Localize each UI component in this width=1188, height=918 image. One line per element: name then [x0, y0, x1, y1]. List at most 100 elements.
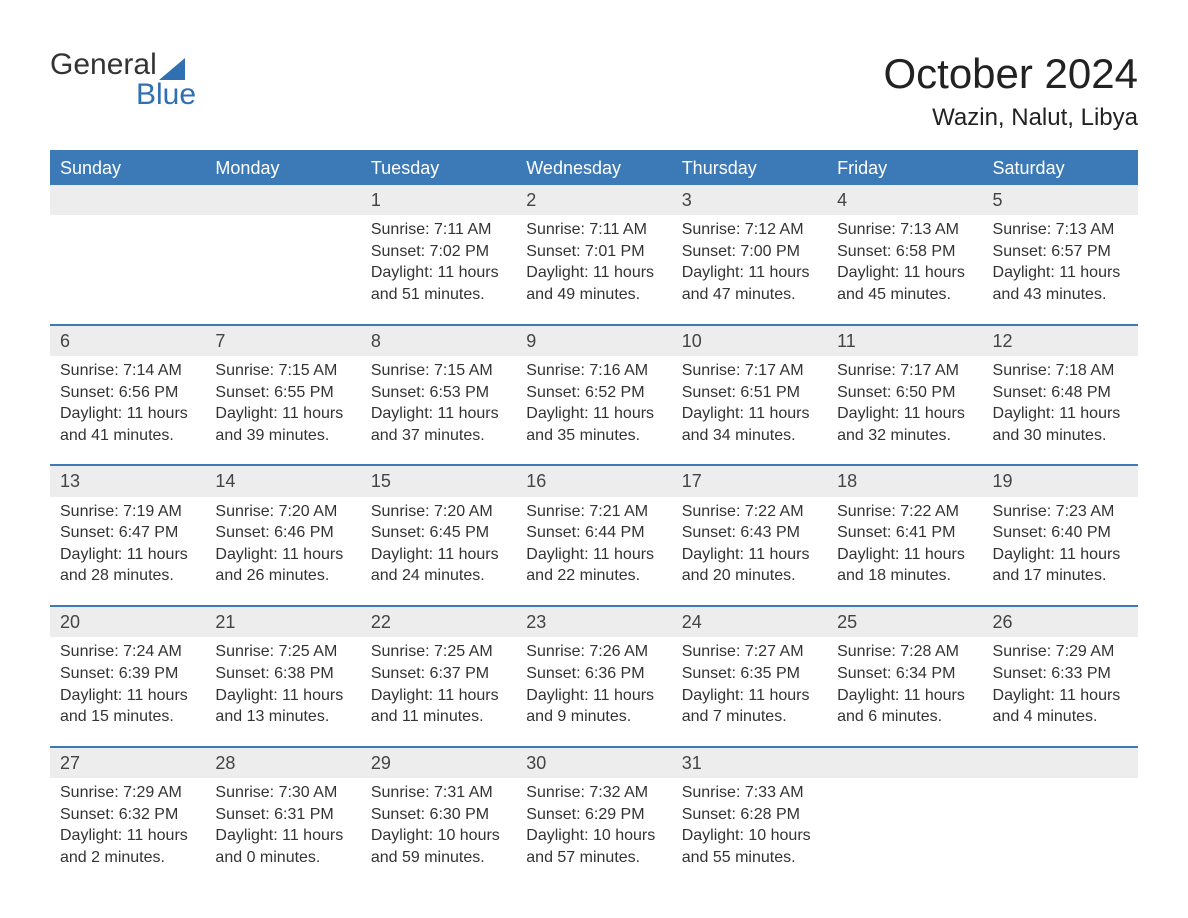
- day-sunrise: Sunrise: 7:19 AM: [60, 501, 195, 523]
- calendar-week-row: 27Sunrise: 7:29 AMSunset: 6:32 PMDayligh…: [50, 747, 1138, 887]
- calendar-page: General Blue October 2024 Wazin, Nalut, …: [0, 0, 1188, 916]
- day-cell: 20Sunrise: 7:24 AMSunset: 6:39 PMDayligh…: [50, 606, 205, 747]
- weekday-header: Thursday: [672, 151, 827, 185]
- day-number: 24: [672, 607, 827, 637]
- day-daylight2: and 7 minutes.: [682, 706, 817, 728]
- day-daylight2: and 28 minutes.: [60, 565, 195, 587]
- day-cell: 19Sunrise: 7:23 AMSunset: 6:40 PMDayligh…: [983, 465, 1138, 606]
- day-sunrise: Sunrise: 7:32 AM: [526, 782, 661, 804]
- weekday-header: Sunday: [50, 151, 205, 185]
- day-info: Sunrise: 7:11 AMSunset: 7:02 PMDaylight:…: [371, 219, 506, 305]
- day-sunset: Sunset: 6:40 PM: [993, 522, 1128, 544]
- day-daylight1: Daylight: 11 hours: [60, 544, 195, 566]
- day-sunset: Sunset: 6:37 PM: [371, 663, 506, 685]
- day-info: Sunrise: 7:24 AMSunset: 6:39 PMDaylight:…: [60, 641, 195, 727]
- day-daylight1: Daylight: 11 hours: [993, 262, 1128, 284]
- day-info: Sunrise: 7:13 AMSunset: 6:57 PMDaylight:…: [993, 219, 1128, 305]
- day-number: 13: [50, 466, 205, 496]
- day-cell: 21 Sunrise: 7:25 AMSunset: 6:38 PMDayligh…: [205, 606, 360, 747]
- day-daylight2: and 18 minutes.: [837, 565, 972, 587]
- day-sunrise: Sunrise: 7:25 AM: [371, 641, 506, 663]
- day-daylight2: and 4 minutes.: [993, 706, 1128, 728]
- day-daylight1: Daylight: 11 hours: [993, 403, 1128, 425]
- day-daylight1: Daylight: 11 hours: [60, 403, 195, 425]
- logo-triangle-icon: [159, 58, 185, 80]
- day-number: 27: [50, 748, 205, 778]
- day-info: Sunrise: 7:15 AMSunset: 6:53 PMDaylight:…: [371, 360, 506, 446]
- day-sunset: Sunset: 6:43 PM: [682, 522, 817, 544]
- calendar-week-row: 1Sunrise: 7:11 AMSunset: 7:02 PMDaylight…: [50, 185, 1138, 325]
- day-sunrise: Sunrise: 7:30 AM: [215, 782, 350, 804]
- day-info: Sunrise: 7:23 AMSunset: 6:40 PMDaylight:…: [993, 501, 1128, 587]
- day-sunset: Sunset: 6:53 PM: [371, 382, 506, 404]
- day-sunrise: Sunrise: 7:29 AM: [993, 641, 1128, 663]
- logo: General Blue: [50, 50, 196, 110]
- day-daylight1: Daylight: 10 hours: [371, 825, 506, 847]
- day-number: 4: [827, 185, 982, 215]
- day-daylight2: and 11 minutes.: [371, 706, 506, 728]
- day-daylight1: Daylight: 11 hours: [215, 403, 350, 425]
- day-sunrise: Sunrise: 7:15 AM: [371, 360, 506, 382]
- day-number: 25: [827, 607, 982, 637]
- day-sunset: Sunset: 6:44 PM: [526, 522, 661, 544]
- day-number: 9: [516, 326, 671, 356]
- day-sunrise: Sunrise: 7:13 AM: [837, 219, 972, 241]
- day-info: Sunrise: 7:19 AMSunset: 6:47 PMDaylight:…: [60, 501, 195, 587]
- day-daylight2: and 45 minutes.: [837, 284, 972, 306]
- day-daylight2: and 20 minutes.: [682, 565, 817, 587]
- day-sunset: Sunset: 6:41 PM: [837, 522, 972, 544]
- day-sunset: Sunset: 6:30 PM: [371, 804, 506, 826]
- day-daylight1: Daylight: 11 hours: [837, 403, 972, 425]
- day-daylight1: Daylight: 11 hours: [526, 262, 661, 284]
- day-daylight2: and 24 minutes.: [371, 565, 506, 587]
- day-cell: 4Sunrise: 7:13 AMSunset: 6:58 PMDaylight…: [827, 185, 982, 325]
- day-sunset: Sunset: 6:35 PM: [682, 663, 817, 685]
- day-daylight1: Daylight: 11 hours: [993, 685, 1128, 707]
- day-cell: 11Sunrise: 7:17 AMSunset: 6:50 PMDayligh…: [827, 325, 982, 466]
- day-daylight1: Daylight: 11 hours: [682, 262, 817, 284]
- day-daylight2: and 43 minutes.: [993, 284, 1128, 306]
- day-daylight2: and 32 minutes.: [837, 425, 972, 447]
- day-daylight1: Daylight: 11 hours: [526, 544, 661, 566]
- day-number: 29: [361, 748, 516, 778]
- day-sunset: Sunset: 6:52 PM: [526, 382, 661, 404]
- day-sunrise: Sunrise: 7:22 AM: [682, 501, 817, 523]
- day-sunrise: Sunrise: 7:29 AM: [60, 782, 195, 804]
- day-sunset: Sunset: 7:00 PM: [682, 241, 817, 263]
- day-number: 10: [672, 326, 827, 356]
- day-daylight1: Daylight: 11 hours: [60, 825, 195, 847]
- header: General Blue October 2024 Wazin, Nalut, …: [50, 50, 1138, 132]
- day-cell: 12Sunrise: 7:18 AMSunset: 6:48 PMDayligh…: [983, 325, 1138, 466]
- day-sunrise: Sunrise: 7:28 AM: [837, 641, 972, 663]
- day-daylight1: Daylight: 11 hours: [371, 544, 506, 566]
- day-daylight1: Daylight: 11 hours: [60, 685, 195, 707]
- day-sunrise: Sunrise: 7:17 AM: [682, 360, 817, 382]
- day-cell: [50, 185, 205, 325]
- day-sunrise: Sunrise: 7:20 AM: [215, 501, 350, 523]
- day-daylight1: Daylight: 11 hours: [526, 685, 661, 707]
- day-sunrise: Sunrise: 7:27 AM: [682, 641, 817, 663]
- day-daylight2: and 57 minutes.: [526, 847, 661, 869]
- day-sunset: Sunset: 6:28 PM: [682, 804, 817, 826]
- day-sunrise: Sunrise: 7:21 AM: [526, 501, 661, 523]
- day-sunset: Sunset: 7:01 PM: [526, 241, 661, 263]
- day-info: Sunrise: 7:32 AMSunset: 6:29 PMDaylight:…: [526, 782, 661, 868]
- day-daylight1: Daylight: 11 hours: [837, 685, 972, 707]
- day-cell: 28Sunrise: 7:30 AMSunset: 6:31 PMDayligh…: [205, 747, 360, 887]
- day-number: 21: [205, 607, 360, 637]
- day-sunset: Sunset: 6:32 PM: [60, 804, 195, 826]
- day-daylight2: and 26 minutes.: [215, 565, 350, 587]
- day-info: Sunrise: 7:14 AMSunset: 6:56 PMDaylight:…: [60, 360, 195, 446]
- day-daylight2: and 34 minutes.: [682, 425, 817, 447]
- day-info: Sunrise: 7:25 AMSunset: 6:38 PMDaylight:…: [215, 641, 350, 727]
- day-number: 8: [361, 326, 516, 356]
- day-cell: 5Sunrise: 7:13 AMSunset: 6:57 PMDaylight…: [983, 185, 1138, 325]
- title-block: October 2024 Wazin, Nalut, Libya: [883, 50, 1138, 132]
- day-daylight1: Daylight: 10 hours: [526, 825, 661, 847]
- day-daylight1: Daylight: 11 hours: [215, 544, 350, 566]
- day-number: 6: [50, 326, 205, 356]
- day-daylight2: and 39 minutes.: [215, 425, 350, 447]
- day-sunset: Sunset: 6:56 PM: [60, 382, 195, 404]
- day-cell: 9Sunrise: 7:16 AMSunset: 6:52 PMDaylight…: [516, 325, 671, 466]
- day-cell: 18Sunrise: 7:22 AMSunset: 6:41 PMDayligh…: [827, 465, 982, 606]
